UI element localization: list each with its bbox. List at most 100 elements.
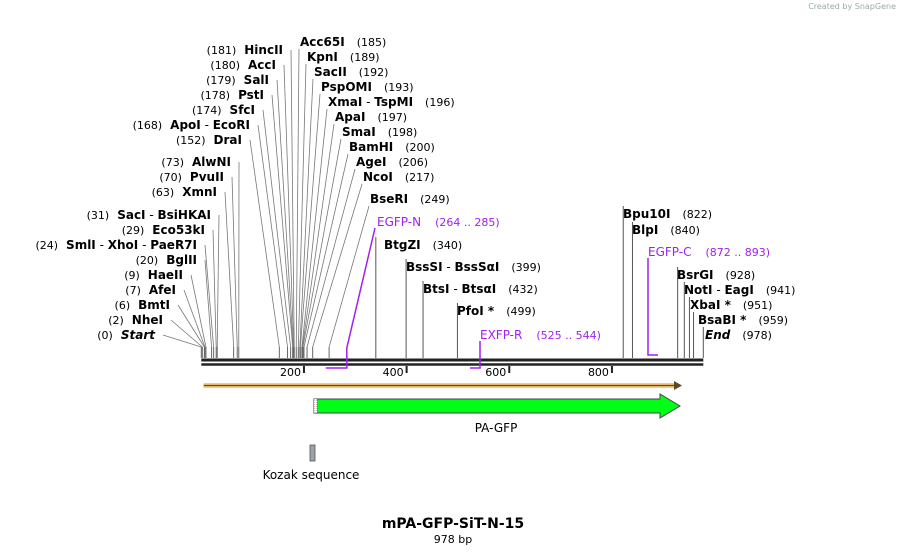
cut-site: Bpu10I (822) bbox=[622, 206, 712, 358]
enzyme-name: SmaI bbox=[342, 125, 376, 139]
enzyme-label: XmnI bbox=[182, 185, 217, 199]
enzyme-name: AccI bbox=[248, 58, 276, 72]
cut-site: BamHI (200) bbox=[303, 140, 435, 358]
separator: - bbox=[713, 283, 725, 297]
cut-site-line bbox=[204, 259, 212, 348]
enzyme-name: BmtI bbox=[138, 298, 170, 312]
cut-site: End (978) bbox=[702, 327, 772, 358]
enzyme-position: (181) bbox=[207, 44, 237, 57]
enzyme-position: (70) bbox=[159, 171, 182, 184]
cut-site: Start (0) bbox=[97, 328, 202, 358]
cut-site: PvuII (70) bbox=[159, 170, 238, 358]
enzyme-position: (9) bbox=[124, 269, 140, 282]
feature-pa-gfp-arrow bbox=[313, 393, 681, 419]
cut-site: AlwNI (73) bbox=[161, 155, 240, 358]
enzyme-position: (20) bbox=[136, 254, 159, 267]
enzyme-position: (978) bbox=[742, 329, 772, 342]
enzyme-name: BtgZI bbox=[384, 238, 421, 252]
cut-site-line bbox=[271, 94, 294, 348]
enzyme-label: SalI bbox=[244, 73, 269, 87]
enzyme-label: PvuII bbox=[190, 170, 224, 184]
enzyme-name: DraI bbox=[214, 133, 242, 147]
cut-site: PstI (178) bbox=[200, 88, 294, 358]
enzyme-label: Start bbox=[121, 328, 156, 342]
enzyme-name: AlwNI bbox=[192, 155, 231, 169]
enzyme-position: (928) bbox=[726, 269, 756, 282]
enzyme-label: NheI bbox=[132, 313, 163, 327]
ruler-label: 800 bbox=[588, 366, 609, 379]
enzyme-label: HaeII bbox=[148, 268, 183, 282]
enzyme-name: BlpI bbox=[632, 223, 658, 237]
cut-site-line bbox=[299, 78, 314, 348]
primer-range: (264 .. 285) bbox=[435, 216, 500, 229]
enzyme-name: HaeII bbox=[148, 268, 183, 282]
enzyme-name: HincII bbox=[244, 43, 283, 57]
enzyme-name: SalI bbox=[244, 73, 269, 87]
primer-range: (872 .. 893) bbox=[705, 246, 770, 259]
cut-site-line bbox=[190, 274, 207, 348]
enzyme-label: Eco53kI bbox=[152, 223, 205, 237]
orf-arrowhead bbox=[674, 381, 682, 390]
enzyme-label: SmaI bbox=[342, 125, 376, 139]
cut-site: BtsI - BtsαI (432) bbox=[422, 281, 538, 358]
enzyme-name: EagI bbox=[724, 283, 753, 297]
primer-arrow bbox=[647, 258, 658, 356]
enzyme-label: AccI bbox=[248, 58, 276, 72]
enzyme-name: SfcI bbox=[230, 103, 255, 117]
cut-site-line bbox=[299, 93, 321, 348]
enzyme-name: EcoRI bbox=[213, 118, 250, 132]
enzyme-label: PspOMI bbox=[321, 80, 372, 94]
enzyme-label: XbaI * bbox=[690, 298, 732, 312]
enzyme-name: PstI bbox=[238, 88, 264, 102]
enzyme-position: (941) bbox=[766, 284, 796, 297]
enzyme-position: (29) bbox=[122, 224, 145, 237]
enzyme-name: BssSαI bbox=[455, 260, 500, 274]
enzyme-label: DraI bbox=[214, 133, 242, 147]
cut-site: XbaI * (951) bbox=[688, 297, 772, 358]
cut-site: HincII (181) bbox=[207, 43, 295, 358]
enzyme-position: (193) bbox=[384, 81, 414, 94]
primer-arrow bbox=[470, 341, 481, 369]
snapgene-credit: Created by SnapGene bbox=[808, 2, 896, 11]
enzyme-label: BglII bbox=[166, 253, 197, 267]
cut-site-line bbox=[216, 214, 220, 348]
cut-site-line bbox=[290, 49, 295, 348]
cut-site: NheI (2) bbox=[108, 313, 203, 358]
enzyme-name: BsiHKAI bbox=[158, 208, 212, 222]
enzyme-position: (185) bbox=[357, 36, 387, 49]
enzyme-label: BmtI bbox=[138, 298, 170, 312]
primer-name: EGFP-C bbox=[648, 245, 691, 259]
cut-site-line bbox=[306, 168, 356, 348]
cut-site-line bbox=[297, 63, 307, 348]
enzyme-position: (180) bbox=[210, 59, 240, 72]
enzyme-name: PspOMI bbox=[321, 80, 372, 94]
feature-label: Kozak sequence bbox=[263, 468, 360, 482]
enzyme-position: (192) bbox=[359, 66, 389, 79]
cut-site: XmnI (63) bbox=[152, 185, 235, 358]
enzyme-name: SmlI bbox=[66, 238, 96, 252]
cut-site: AccI (180) bbox=[210, 58, 295, 358]
cut-site: SacI - BsiHKAI (31) bbox=[87, 208, 220, 358]
enzyme-name: SacI bbox=[117, 208, 145, 222]
cut-site-line bbox=[224, 191, 235, 348]
cut-site: BlpI (840) bbox=[631, 222, 700, 358]
primer: EGFP-N (264 .. 285) bbox=[325, 215, 500, 369]
enzyme-name: Start bbox=[121, 328, 156, 342]
enzyme-position: (822) bbox=[682, 208, 712, 221]
cut-site: PspOMI (193) bbox=[299, 80, 414, 358]
separator: - bbox=[201, 118, 213, 132]
separator: - bbox=[146, 208, 158, 222]
feature-kozak-box bbox=[309, 444, 316, 462]
enzyme-label: BlpI bbox=[632, 223, 658, 237]
enzyme-name: BglII bbox=[166, 253, 197, 267]
enzyme-name: XhoI bbox=[108, 238, 139, 252]
enzyme-name: PaeR7I bbox=[150, 238, 197, 252]
primer-range: (525 .. 544) bbox=[536, 329, 601, 342]
enzyme-position: (249) bbox=[420, 193, 450, 206]
enzyme-position: (178) bbox=[200, 89, 230, 102]
primer: EGFP-C (872 .. 893) bbox=[647, 245, 770, 356]
enzyme-name: PvuII bbox=[190, 170, 224, 184]
cut-site: BsaBI * (959) bbox=[693, 312, 788, 358]
enzyme-label: BsrGI bbox=[677, 268, 714, 282]
enzyme-position: (200) bbox=[405, 141, 435, 154]
